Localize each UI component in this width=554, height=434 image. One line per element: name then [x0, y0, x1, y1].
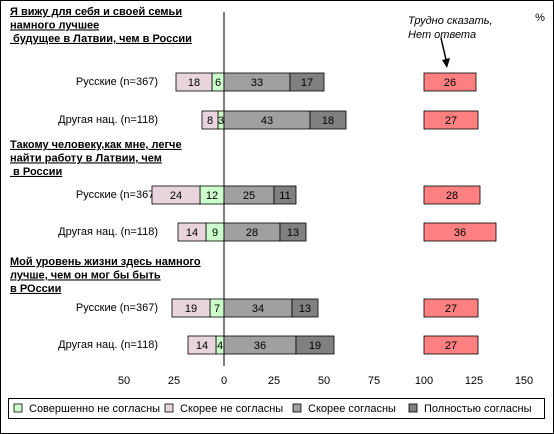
- note-arrowhead: [442, 58, 450, 68]
- data-label: 27: [445, 115, 457, 127]
- bar-segment: [295, 335, 335, 355]
- group-title: Мой уровень жизни здесь намного: [10, 256, 201, 268]
- data-label: 34: [252, 303, 264, 315]
- category-label: Другая нац. (n=118): [58, 339, 158, 351]
- legend-swatch: [164, 403, 174, 413]
- legend-label: Совершенно не согласны: [29, 403, 160, 415]
- data-label: 36: [254, 340, 266, 352]
- bar-segment: [291, 298, 319, 318]
- x-tick-label: 50: [118, 375, 130, 387]
- data-label: 43: [261, 115, 273, 127]
- bar-segment: [289, 72, 325, 92]
- group-title: найти работу в Латвии, чем: [10, 152, 162, 164]
- data-label: 25: [243, 190, 255, 202]
- group-title: в РОссии: [10, 283, 61, 295]
- group-title: Такому человеку,как мне, легче: [10, 139, 182, 151]
- data-label: 19: [309, 340, 321, 352]
- x-tick-label: 75: [368, 375, 380, 387]
- data-label: 19: [185, 303, 197, 315]
- data-label: 14: [196, 340, 208, 352]
- annotation: Трудно сказать, Нет ответа: [408, 15, 493, 41]
- bar-segment: [201, 110, 219, 130]
- x-tick-label: 0: [221, 375, 227, 387]
- legend-swatch: [408, 403, 418, 413]
- x-tick-label: 25: [168, 375, 180, 387]
- x-tick-label: 100: [415, 375, 433, 387]
- x-tick-label: 150: [515, 375, 533, 387]
- x-tick-label: 125: [465, 375, 483, 387]
- data-label: 4: [217, 340, 223, 352]
- data-label: 6: [215, 77, 221, 89]
- bar-segment: [273, 185, 297, 205]
- bar-segment: [151, 185, 201, 205]
- data-label: 9: [212, 227, 218, 239]
- legend-swatch: [13, 403, 23, 413]
- bar-segment: [423, 222, 497, 242]
- group-title: в России: [10, 166, 62, 178]
- data-label: 27: [445, 303, 457, 315]
- data-label: 27: [445, 340, 457, 352]
- group-title: Я вижу для себя и своей семьи: [10, 6, 182, 18]
- x-tick-label: 50: [318, 375, 330, 387]
- x-tick-label: 25: [268, 375, 280, 387]
- data-label: 28: [446, 190, 458, 202]
- bar-segment: [423, 185, 481, 205]
- legend-swatch: [292, 403, 302, 413]
- bar-segment: [423, 110, 479, 130]
- legend-box: [8, 398, 545, 419]
- bar-segment: [309, 110, 347, 130]
- bar-segment: [175, 72, 213, 92]
- data-label: 18: [188, 77, 200, 89]
- unit-label: %: [535, 12, 545, 24]
- data-label: 18: [322, 115, 334, 127]
- legend-label: Скорее не согласны: [180, 403, 283, 415]
- data-label: 12: [206, 190, 218, 202]
- legend-label: Скорее согласны: [308, 403, 396, 415]
- data-label: 33: [251, 77, 263, 89]
- data-label: 7: [214, 303, 220, 315]
- data-label: 3: [218, 115, 224, 127]
- data-label: 26: [444, 77, 456, 89]
- bar-segment: [423, 72, 477, 92]
- data-label: 13: [299, 303, 311, 315]
- category-label: Другая нац. (n=118): [58, 114, 158, 126]
- data-label: 28: [246, 227, 258, 239]
- bar-segment: [171, 298, 211, 318]
- data-label: 8: [207, 115, 213, 127]
- bar-segment: [423, 298, 479, 318]
- category-label: Русские (n=367): [76, 302, 158, 314]
- legend-label: Полностью согласны: [424, 403, 532, 415]
- data-label: 11: [279, 190, 290, 202]
- group-title: будущее в Латвии, чем в России: [10, 33, 192, 45]
- data-label: 24: [170, 190, 182, 202]
- group-title: лучше, чем он мог бы быть: [10, 269, 161, 281]
- data-label: 14: [186, 227, 198, 239]
- data-label: 17: [301, 77, 313, 89]
- category-label: Русские (n=367): [76, 189, 158, 201]
- bar-segment: [177, 222, 207, 242]
- data-label: 36: [454, 227, 466, 239]
- category-label: Русские (n=367): [76, 76, 158, 88]
- group-title: намного лучшее: [10, 19, 99, 31]
- data-label: 13: [287, 227, 299, 239]
- category-label: Другая нац. (n=118): [58, 226, 158, 238]
- bar-segment: [279, 222, 307, 242]
- bar-segment: [187, 335, 217, 355]
- bar-segment: [423, 335, 479, 355]
